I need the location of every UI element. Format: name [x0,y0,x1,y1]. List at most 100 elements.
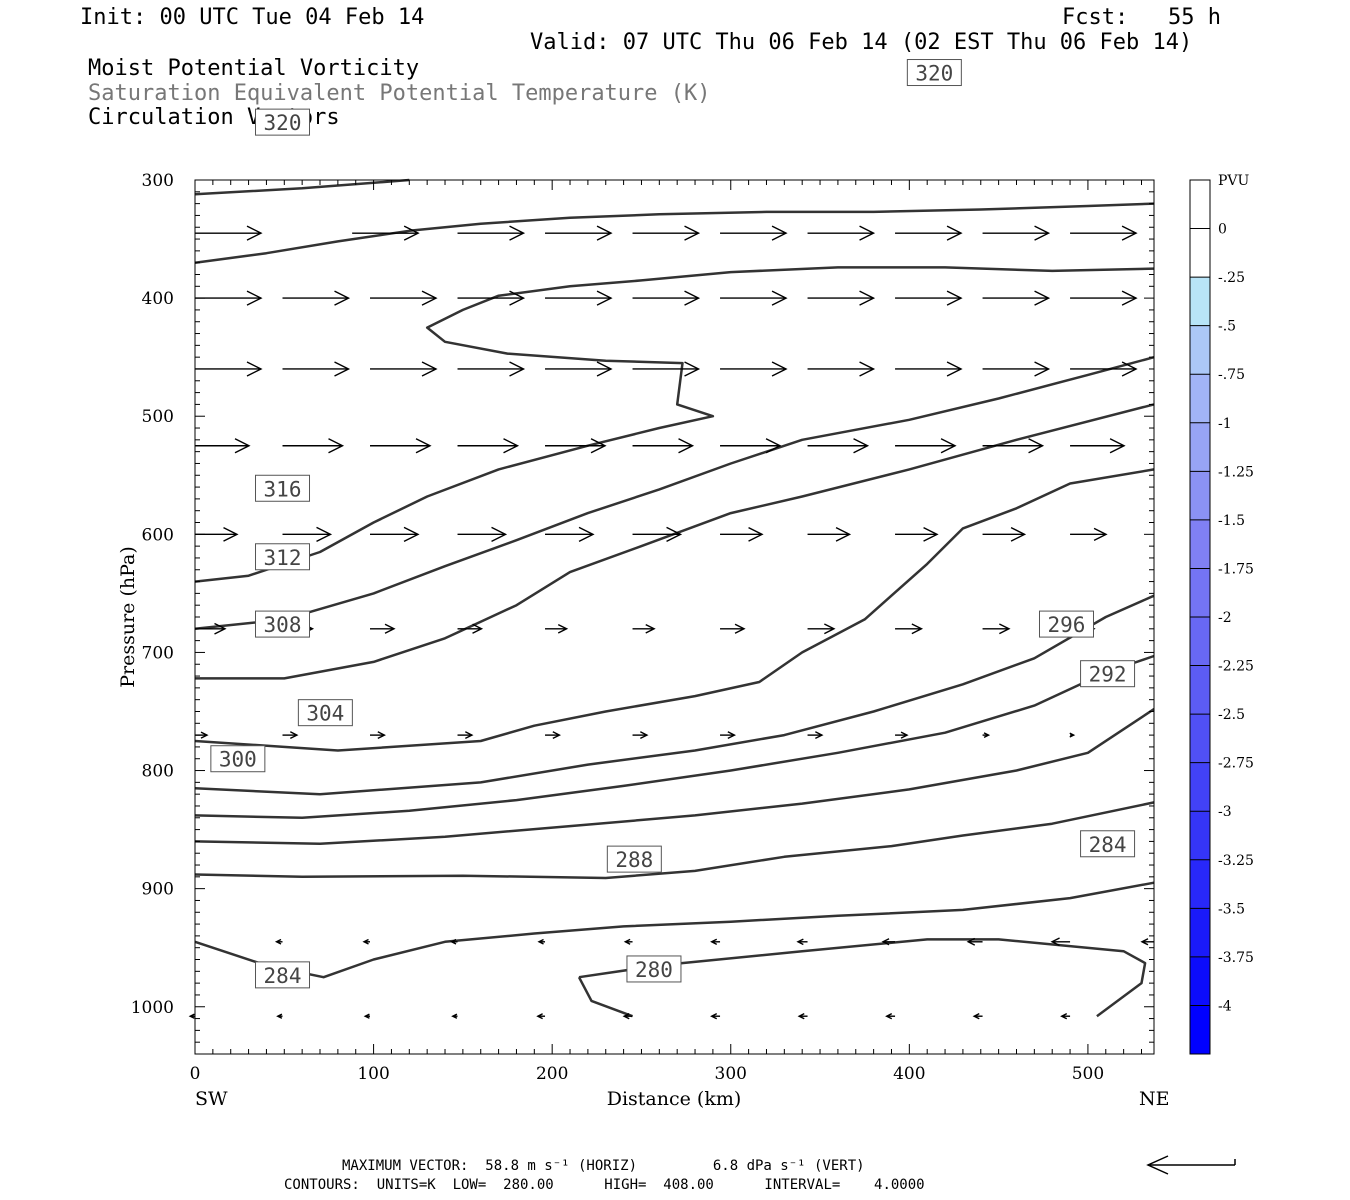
contour-label: 316 [264,477,302,501]
field-title-mpv: Moist Potential Vorticity [88,56,420,81]
colorbar-title: PVU [1218,173,1250,189]
contour-label-box [255,961,311,989]
y-tick-label: 300 [142,171,174,191]
colorbar-bin [1190,374,1210,424]
circulation-vector-head [1050,937,1060,947]
init-time: Init: 00 UTC Tue 04 Feb 14 [80,5,425,30]
colorbar-tick-label: -3.75 [1218,950,1254,966]
circulation-vector-head [885,1013,893,1020]
circulation-vector-head [911,623,924,635]
y-tick-label: 600 [142,525,174,545]
contour-label-box [255,610,311,638]
left-end-label: SW [195,1088,228,1110]
circulation-vector-head [859,290,876,306]
circulation-vector-head [328,438,345,454]
y-tick-label: 500 [142,407,174,427]
theta-es-contour [194,355,1155,631]
colorbar-tick-label: -.75 [1218,367,1245,383]
x-tick-label: 0 [190,1064,201,1084]
circulation-vector-head [234,438,251,454]
circulation-vector-head [765,438,782,454]
circulation-vector-head [472,623,484,634]
circulation-vector-head [623,938,631,945]
contour-label: 296 [1048,613,1086,637]
colorbar-tick-label: -1.25 [1218,464,1254,480]
circulation-vector-head [684,225,701,241]
contour-label: 308 [264,613,302,637]
pv-colorbar: 0 -.25 -.5 -.75 -1 -1.25 -1.5 -1.75 -2 -2.25 -2.5 -… [1189,179,1254,1055]
circulation-vector-head [972,1013,980,1020]
circulation-vector-head [214,622,227,635]
contour-label-box [297,699,353,727]
circulation-vector-head [940,438,957,454]
colorbar-tick-label: -3.5 [1218,901,1245,917]
theta-es-contour [194,881,1155,979]
circulation-vector-head [421,290,438,306]
theta-es-contour [194,266,1155,583]
circulation-vector-head [900,731,909,739]
circulation-vector-head [415,438,432,454]
circulation-vector-head [853,438,870,454]
circulation-vector-head [274,938,282,945]
circulation-vector-head [748,526,764,542]
contour-label-box [626,955,682,983]
y-axis-title: Pressure (hPa) [117,546,139,688]
colorbar-tick-label: -1 [1218,416,1232,432]
colorbar-tick-label: -4 [1218,998,1232,1014]
circulation-vector-head [596,290,613,306]
circulation-vector-head [797,1013,805,1020]
x-tick-label: 400 [893,1064,925,1084]
contour-label-box [255,474,311,502]
circulation-vector-head [645,623,656,634]
theta-es-contour [194,202,1155,264]
contour-label: 300 [219,748,257,772]
colorbar-tick-label: 0 [1218,222,1227,238]
colorbar-tick-label: -.25 [1218,270,1245,286]
colorbar-bin [1190,277,1210,327]
circulation-vector-head [509,225,526,241]
circulation-vector-head [246,361,263,377]
circulation-vector-head [684,361,701,377]
circulation-vector-head [1140,938,1149,946]
circulation-vector-head [796,938,804,946]
max-vector-note: MAXIMUM VECTOR: 58.8 m s⁻¹ (HORIZ) 6.8 d… [342,1158,865,1174]
y-tick-label: 1000 [131,998,174,1018]
theta-es-contour [195,403,1155,680]
circulation-vector-head [557,623,569,634]
contour-label-box [1038,610,1094,638]
circulation-vector-head [451,1013,458,1019]
circulation-vector-head [246,225,263,241]
contour-label-box [606,845,662,873]
x-axis-title: Distance (km) [607,1088,742,1110]
circulation-vector-head [536,1013,543,1020]
circulation-vector-head [771,361,788,377]
contour-label: 292 [1089,663,1127,687]
colorbar-tick-label: -2.75 [1218,756,1254,772]
forecast-hour: Fcst: 55 h [1062,5,1221,30]
contour-label: 312 [264,546,302,570]
colorbar-tick-label: -.5 [1218,319,1236,335]
colorbar-bin [1190,228,1210,278]
colorbar-bin [1190,617,1210,667]
theta-es-contours [194,178,1155,1018]
contour-label: 284 [264,964,302,988]
colorbar-tick-label: -3 [1218,804,1232,820]
circulation-vector-head [449,938,457,945]
contour-label: 320 [264,111,302,135]
circulation-vector-head [815,731,824,740]
colorbar-bin [1190,714,1210,764]
x-tick-label: 100 [357,1064,389,1084]
circulation-vector-head [509,361,526,377]
y-tick-label: 700 [142,643,174,663]
valid-time: Valid: 07 UTC Thu 06 Feb 14 (02 EST Thu … [530,30,1193,55]
circulation-vector-head [384,623,396,634]
circulation-vector-head [1034,361,1051,377]
circulation-vector-head [362,938,369,945]
theta-es-contour [194,594,1155,796]
contour-label-box [255,108,311,136]
circulation-vector-head [881,938,890,946]
circulation-vector-head [465,731,474,740]
circulation-vector-head [1069,732,1076,738]
circulation-vector-head [578,526,595,542]
